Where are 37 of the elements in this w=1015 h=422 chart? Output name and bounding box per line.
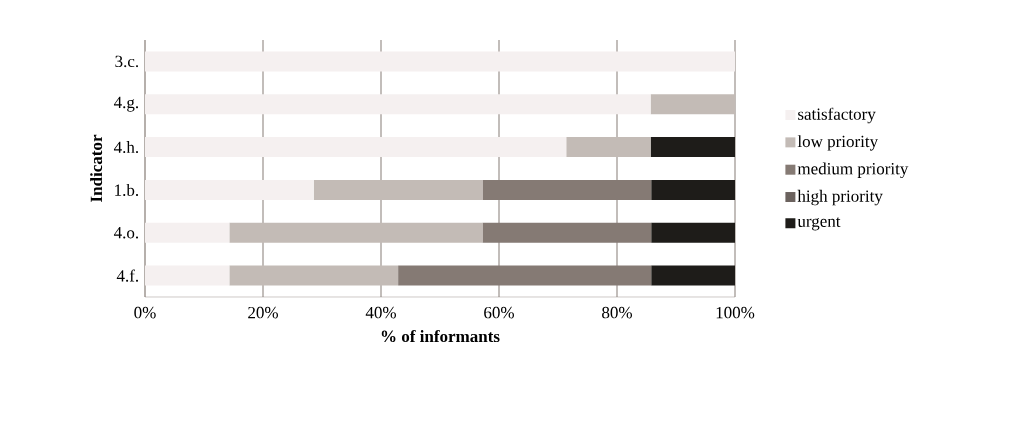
bar: [145, 179, 314, 200]
y-tick-label: 4.o.: [113, 227, 139, 239]
y-axis-title: Indicator: [90, 134, 103, 202]
y-tick-label: 4.f.: [116, 269, 139, 282]
bar: [651, 222, 736, 243]
bar: [650, 94, 736, 115]
y-tick-label: 4.g.: [113, 96, 139, 112]
bar: [482, 179, 652, 200]
legend-label: low priority: [797, 135, 879, 151]
legend-label: satisfactory: [798, 107, 876, 124]
bar: [650, 137, 736, 158]
legend-label: high priority: [797, 189, 883, 206]
bar: [145, 137, 567, 158]
x-axis-title: % of informants: [381, 329, 500, 343]
y-tick-label: 1.b.: [115, 183, 139, 196]
bar: [145, 222, 230, 243]
x-tick-label: 100%: [716, 306, 755, 319]
bar: [145, 94, 651, 115]
legend-label: urgent: [797, 217, 841, 231]
x-tick-label: 60%: [484, 306, 514, 319]
bar: [145, 51, 736, 72]
bar: [651, 179, 736, 200]
x-tick-label: 80%: [602, 306, 632, 319]
bar: [229, 222, 483, 243]
bar: [229, 265, 399, 286]
bar: [145, 265, 230, 286]
y-tick-label: 3.c.: [115, 55, 139, 68]
bar: [566, 137, 651, 158]
bar: [651, 265, 736, 286]
x-tick-label: 0%: [134, 306, 156, 319]
x-tick-label: 40%: [365, 306, 396, 319]
x-tick-label: 20%: [248, 306, 278, 319]
bar: [482, 222, 652, 243]
y-tick-label: 4.h.: [113, 141, 139, 154]
bar: [398, 265, 652, 286]
legend-label: medium priority: [797, 162, 909, 178]
bar: [313, 179, 483, 200]
